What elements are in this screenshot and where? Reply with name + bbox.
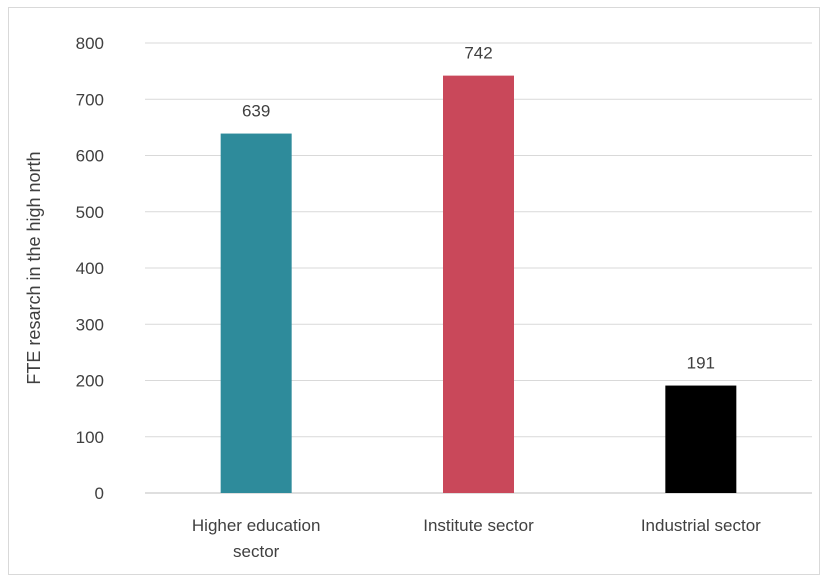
- y-tick-label: 200: [76, 372, 104, 391]
- y-tick-label: 700: [76, 90, 104, 109]
- category-label: Industrial sector: [641, 516, 761, 535]
- data-label: 639: [242, 102, 270, 121]
- category-label: sector: [233, 542, 280, 561]
- data-labels: 639 742 191: [242, 44, 715, 373]
- y-tick-label: 600: [76, 147, 104, 166]
- category-label: Higher education: [192, 516, 321, 535]
- y-tick-label: 100: [76, 428, 104, 447]
- data-label: 742: [464, 44, 492, 63]
- data-label: 191: [687, 354, 715, 373]
- y-axis-label: FTE resarch in the high north: [24, 151, 44, 384]
- y-tick-label: 800: [76, 34, 104, 53]
- bars: [220, 75, 737, 493]
- x-axis-categories: Higher education sector Institute sector In…: [192, 516, 761, 561]
- bar: [443, 75, 514, 493]
- y-axis-ticks: 0 100 200 300 400 500 600 700 800: [76, 34, 104, 503]
- bar: [665, 385, 737, 493]
- category-label: Institute sector: [423, 516, 534, 535]
- y-tick-label: 0: [95, 484, 104, 503]
- y-tick-label: 400: [76, 259, 104, 278]
- bar: [220, 133, 292, 493]
- y-tick-label: 500: [76, 203, 104, 222]
- y-tick-label: 300: [76, 315, 104, 334]
